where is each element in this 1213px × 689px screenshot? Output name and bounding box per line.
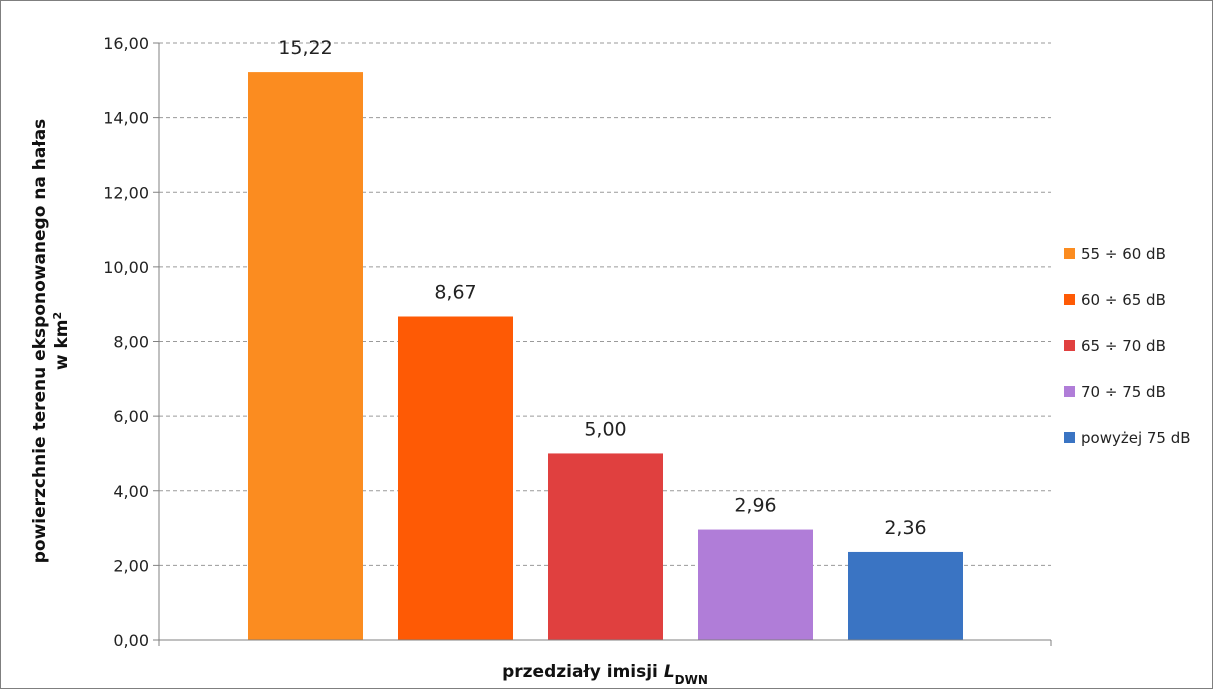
bar [398, 316, 513, 640]
x-axis-title: przedziały imisji LDWN [502, 662, 708, 687]
legend: 55 ÷ 60 dB 60 ÷ 65 dB 65 ÷ 70 dB 70 ÷ 75 dB… [1064, 245, 1191, 447]
legend-item-label: 60 ÷ 65 dB [1081, 291, 1166, 309]
data-label: 15,22 [278, 37, 332, 59]
bar [548, 453, 663, 640]
legend-item-label: 65 ÷ 70 dB [1081, 337, 1166, 355]
y-tick-label: 4,00 [113, 482, 149, 501]
y-tick-label: 6,00 [113, 407, 149, 426]
legend-item-label: 70 ÷ 75 dB [1081, 383, 1166, 401]
data-label: 8,67 [434, 282, 476, 304]
y-tick-label: 10,00 [103, 258, 149, 277]
legend-swatch [1064, 432, 1075, 443]
x-axis-title-text: przedziały imisji [502, 662, 664, 682]
y-tick-label: 16,00 [103, 34, 149, 53]
bar [848, 551, 963, 640]
bar [248, 72, 363, 640]
y-tick-label: 14,00 [103, 109, 149, 128]
legend-swatch [1064, 340, 1075, 351]
y-axis-title-sup: 2 [51, 312, 64, 320]
x-axis-title-symbol: L [664, 662, 675, 682]
data-label: 2,96 [734, 495, 776, 517]
legend-item-label: powyżej 75 dB [1081, 429, 1191, 447]
axes: 0,00 2,00 4,00 6,00 8,00 10,00 12,00 14,00 16,00 [103, 34, 1052, 650]
legend-swatch [1064, 386, 1075, 397]
data-label: 2,36 [884, 517, 926, 539]
legend-item-label: 55 ÷ 60 dB [1081, 245, 1166, 263]
legend-swatch [1064, 248, 1075, 259]
legend-swatch [1064, 294, 1075, 305]
data-labels: 15,22 8,67 5,00 2,96 2,36 [278, 37, 926, 539]
y-tick-label: 2,00 [113, 556, 149, 575]
y-tick-label: 12,00 [103, 183, 149, 202]
data-label: 5,00 [584, 418, 626, 440]
y-axis-title-unit: w km [52, 320, 72, 371]
bars [248, 72, 963, 640]
y-axis-title-line2: w km2 [51, 312, 73, 370]
y-tick-label: 8,00 [113, 333, 149, 352]
y-axis-title-line1: powierzchnie terenu eksponowanego na hał… [30, 119, 50, 564]
bar [698, 529, 813, 640]
x-axis-title-sub: DWN [675, 673, 708, 687]
y-tick-label: 0,00 [113, 631, 149, 650]
